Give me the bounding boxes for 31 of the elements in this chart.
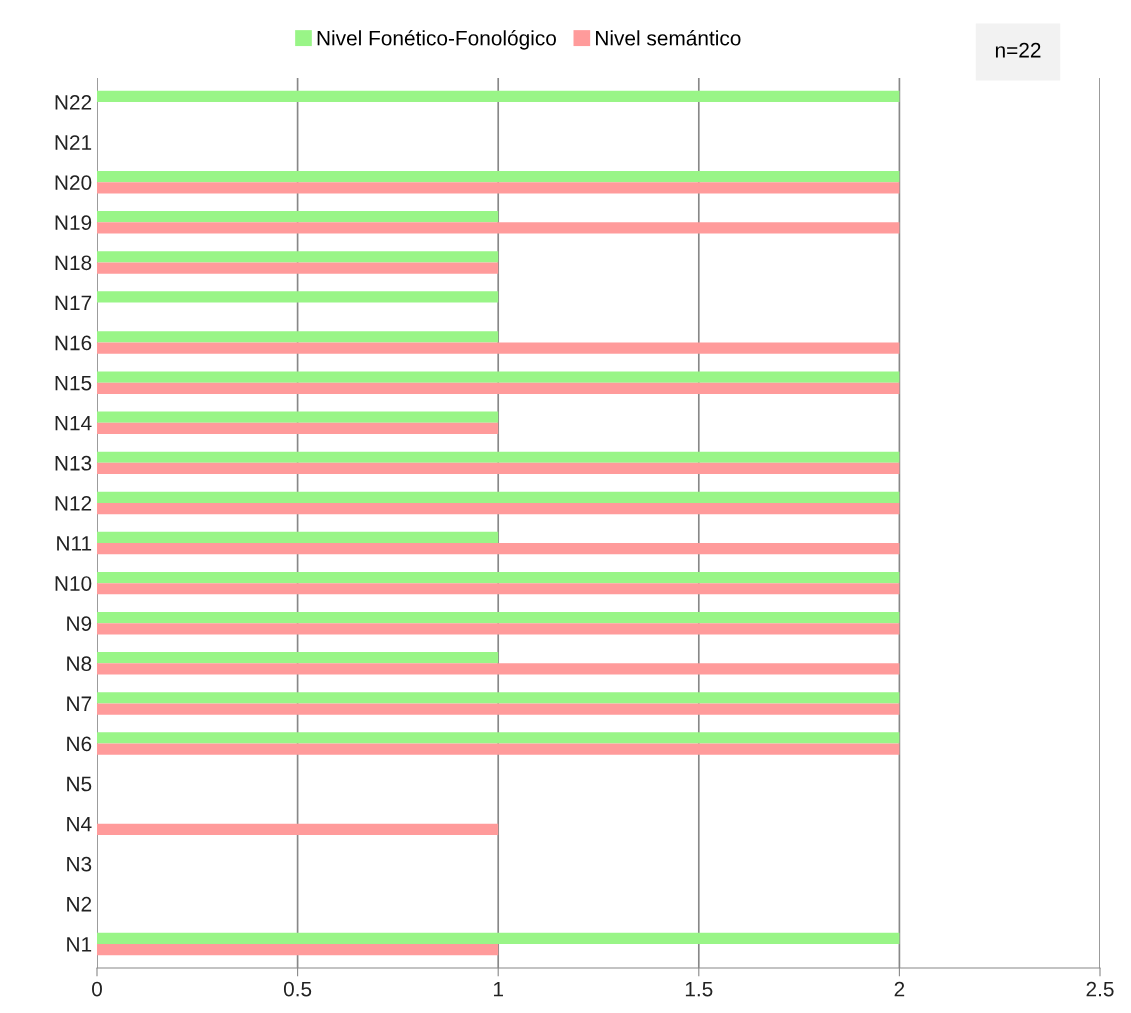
x-tick-label: 0: [92, 981, 102, 997]
y-tick-label: N17: [55, 295, 92, 311]
y-tick-label: N9: [67, 616, 92, 631]
y-tick-label: N14: [55, 415, 92, 431]
y-tick-label: N21: [55, 135, 92, 150]
y-tick-label: N13: [55, 455, 92, 471]
x-tick-label: 2: [894, 981, 905, 997]
y-tick-label: N15: [55, 375, 92, 391]
y-tick-label: N19: [55, 215, 92, 231]
legend-label: Nivel Fonético-Fonológico: [317, 30, 556, 50]
x-tick-label: 0.5: [283, 981, 312, 997]
text: n=22: [995, 42, 1041, 58]
x-tick-label: 1: [494, 981, 503, 997]
y-tick-label: N3: [67, 856, 92, 872]
legend-label: Nivel semántico: [596, 30, 741, 46]
y-tick-label: N7: [67, 696, 92, 711]
x-tick-label: 1.5: [685, 981, 713, 997]
y-tick-label: N4: [67, 816, 92, 832]
y-tick-label: N1: [67, 937, 92, 952]
y-tick-label: N8: [67, 656, 92, 672]
y-tick-label: N18: [55, 255, 92, 271]
y-tick-label: N11: [57, 536, 92, 551]
y-tick-label: N22: [55, 95, 92, 110]
x-tick-label: 2.5: [1086, 981, 1114, 997]
y-tick-label: N2: [67, 896, 92, 912]
y-tick-label: N10: [55, 576, 92, 591]
y-tick-label: N6: [67, 736, 92, 752]
y-tick-label: N5: [67, 776, 92, 792]
y-tick-label: N12: [55, 495, 92, 511]
y-tick-label: N20: [55, 175, 92, 190]
y-tick-label: N16: [55, 335, 92, 351]
